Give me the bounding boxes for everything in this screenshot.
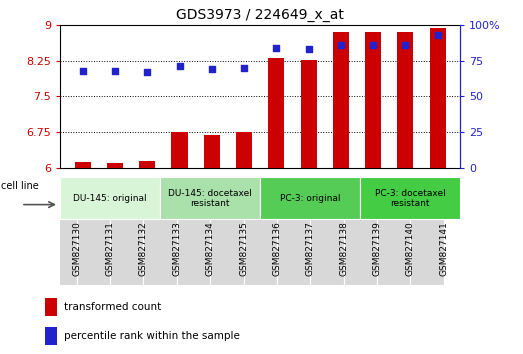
Bar: [236, 132, 252, 168]
FancyBboxPatch shape: [310, 219, 344, 285]
Text: GSM827133: GSM827133: [173, 222, 181, 276]
Bar: [365, 33, 381, 168]
Text: GSM827134: GSM827134: [206, 222, 214, 276]
FancyBboxPatch shape: [210, 219, 244, 285]
FancyBboxPatch shape: [344, 219, 377, 285]
FancyBboxPatch shape: [277, 219, 310, 285]
Bar: [75, 162, 91, 168]
FancyBboxPatch shape: [244, 219, 277, 285]
Point: [337, 42, 345, 48]
Bar: [45, 298, 57, 316]
FancyBboxPatch shape: [110, 219, 143, 285]
Text: GSM827130: GSM827130: [72, 222, 81, 276]
Bar: [45, 327, 57, 345]
Point: [272, 45, 280, 51]
FancyBboxPatch shape: [377, 219, 410, 285]
Text: GSM827139: GSM827139: [372, 222, 381, 276]
Title: GDS3973 / 224649_x_at: GDS3973 / 224649_x_at: [176, 8, 344, 22]
Point: [240, 65, 248, 70]
Bar: [333, 33, 349, 168]
Text: cell line: cell line: [1, 181, 39, 192]
Text: GSM827131: GSM827131: [106, 222, 115, 276]
Text: DU-145: original: DU-145: original: [73, 194, 147, 203]
Bar: [204, 135, 220, 168]
Bar: [172, 132, 188, 168]
FancyBboxPatch shape: [43, 219, 77, 285]
Point: [78, 68, 87, 74]
Text: DU-145: docetaxel
resistant: DU-145: docetaxel resistant: [168, 189, 252, 208]
Text: GSM827137: GSM827137: [306, 222, 315, 276]
Bar: [429, 28, 446, 168]
Point: [111, 68, 119, 74]
Text: GSM827132: GSM827132: [139, 222, 148, 276]
Text: GSM827138: GSM827138: [339, 222, 348, 276]
FancyBboxPatch shape: [143, 219, 177, 285]
Bar: [268, 58, 285, 168]
Text: PC-3: docetaxel
resistant: PC-3: docetaxel resistant: [375, 189, 446, 208]
Text: PC-3: original: PC-3: original: [280, 194, 340, 203]
Bar: [139, 161, 155, 168]
Text: transformed count: transformed count: [64, 302, 161, 313]
FancyBboxPatch shape: [177, 219, 210, 285]
FancyBboxPatch shape: [260, 177, 360, 219]
Point: [175, 63, 184, 69]
Point: [143, 69, 152, 75]
Text: GSM827135: GSM827135: [239, 222, 248, 276]
FancyBboxPatch shape: [410, 219, 444, 285]
FancyBboxPatch shape: [160, 177, 260, 219]
Text: GSM827141: GSM827141: [439, 222, 448, 276]
Text: GSM827140: GSM827140: [406, 222, 415, 276]
Point: [208, 67, 216, 72]
Point: [434, 32, 442, 38]
Text: GSM827136: GSM827136: [272, 222, 281, 276]
FancyBboxPatch shape: [77, 219, 110, 285]
Bar: [397, 33, 414, 168]
Point: [369, 42, 377, 48]
Bar: [301, 60, 316, 168]
Text: percentile rank within the sample: percentile rank within the sample: [64, 331, 240, 341]
FancyBboxPatch shape: [60, 177, 160, 219]
FancyBboxPatch shape: [360, 177, 460, 219]
Point: [304, 46, 313, 52]
Bar: [107, 164, 123, 168]
Point: [401, 42, 410, 48]
